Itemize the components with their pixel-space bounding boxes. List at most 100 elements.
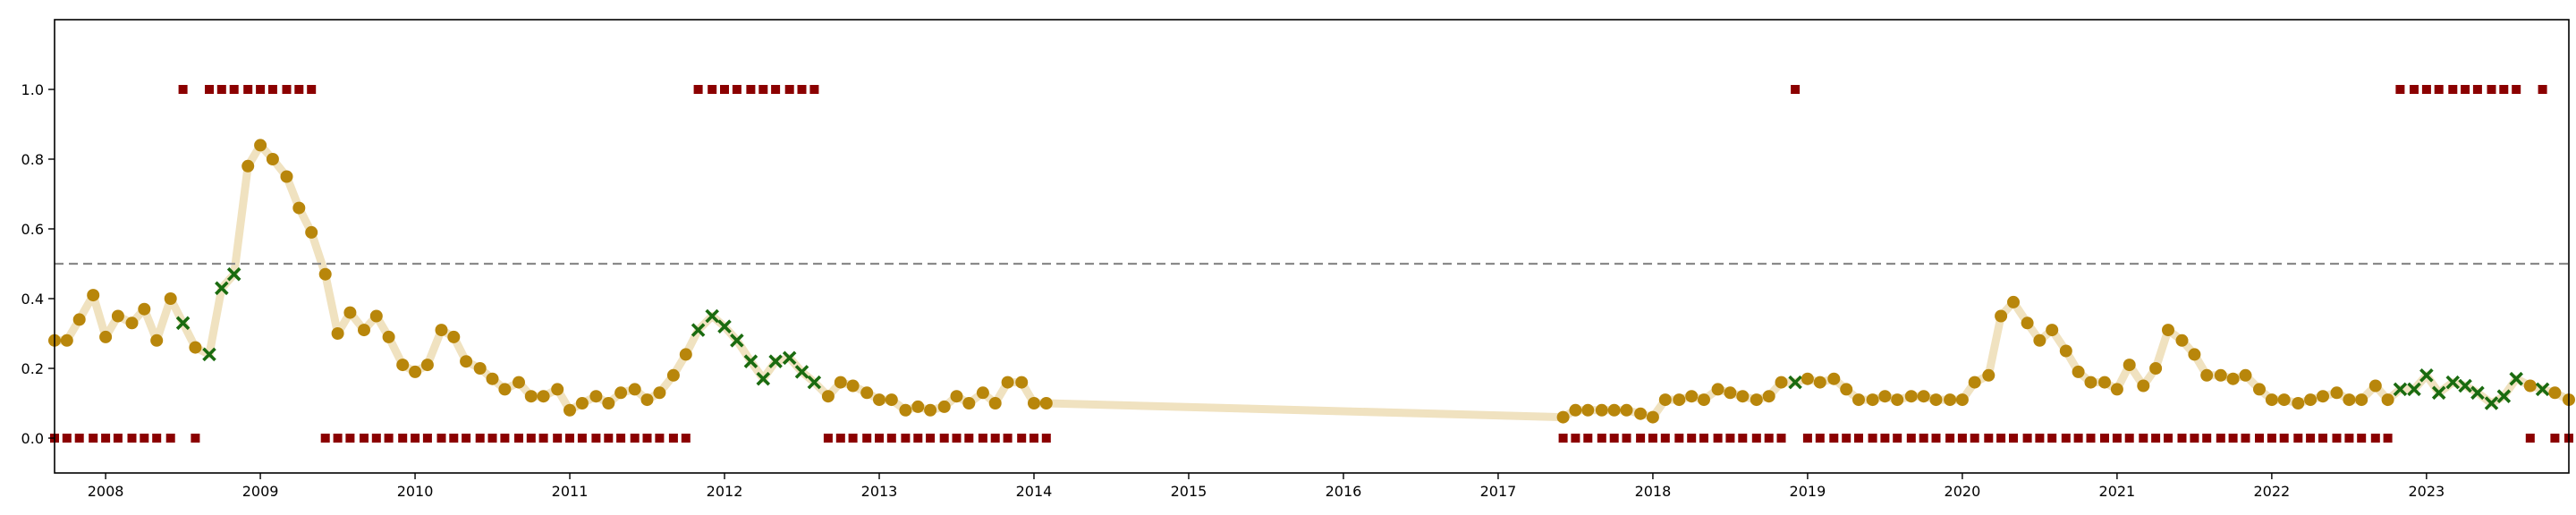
state-square xyxy=(475,434,485,443)
state-square xyxy=(2538,85,2547,94)
state-square xyxy=(2550,434,2560,443)
flag-cross-marker xyxy=(2470,385,2485,401)
probability-point xyxy=(1607,403,1621,417)
state-square xyxy=(875,434,884,443)
state-square xyxy=(964,434,974,443)
state-square xyxy=(538,434,548,443)
probability-point xyxy=(2317,390,2329,403)
state-square xyxy=(2216,434,2225,443)
flag-cross-marker xyxy=(794,365,809,379)
state-square xyxy=(333,434,343,443)
state-square xyxy=(62,434,72,443)
state-square xyxy=(2487,85,2496,94)
probability-point xyxy=(72,313,86,326)
probability-point xyxy=(2007,295,2020,308)
probability-point xyxy=(1866,393,1879,407)
probability-point xyxy=(821,390,835,403)
state-square xyxy=(411,434,420,443)
state-square xyxy=(1597,434,1606,443)
probability-point xyxy=(150,333,164,347)
state-square xyxy=(823,434,833,443)
probability-point xyxy=(1852,393,1865,407)
state-square xyxy=(2395,85,2405,94)
state-square xyxy=(2344,434,2354,443)
probability-point xyxy=(1982,368,1996,382)
probability-point xyxy=(1658,393,1672,407)
state-square xyxy=(127,434,137,443)
state-square xyxy=(1751,434,1761,443)
probability-point xyxy=(962,397,976,409)
probability-point xyxy=(911,400,925,413)
probability-point xyxy=(280,170,293,183)
state-square xyxy=(1622,434,1631,443)
probability-point xyxy=(1917,390,1930,403)
state-square xyxy=(1738,434,1748,443)
probability-point xyxy=(473,362,487,375)
state-square xyxy=(655,434,665,443)
probability-point xyxy=(2046,324,2059,337)
state-square xyxy=(1003,434,1013,443)
flag-cross-marker xyxy=(175,316,191,331)
state-square xyxy=(771,85,781,94)
flag-cross-marker xyxy=(2431,385,2446,401)
probability-point xyxy=(254,139,267,152)
state-square xyxy=(282,85,292,94)
flag-cross-marker xyxy=(2509,371,2523,386)
state-square xyxy=(2293,434,2303,443)
state-square xyxy=(1764,434,1774,443)
state-square xyxy=(939,434,949,443)
state-square xyxy=(2035,434,2045,443)
probability-point xyxy=(1698,393,1710,407)
flag-cross-marker xyxy=(743,354,758,368)
probability-point xyxy=(343,306,357,319)
probability-point xyxy=(266,153,279,165)
probability-point xyxy=(2548,386,2562,400)
x-tick-label: 2022 xyxy=(2254,483,2291,500)
probability-point xyxy=(125,317,139,330)
state-square xyxy=(1893,434,1902,443)
plot-area xyxy=(48,85,2575,443)
probability-point xyxy=(2381,393,2394,407)
state-square xyxy=(1970,434,1979,443)
state-square xyxy=(1957,434,1967,443)
flag-cross-marker xyxy=(807,375,822,390)
probability-point xyxy=(2200,368,2214,382)
state-square xyxy=(630,434,640,443)
state-square xyxy=(243,85,253,94)
x-tick-label: 2023 xyxy=(2408,483,2445,500)
probability-point xyxy=(460,355,473,368)
state-square xyxy=(2190,434,2199,443)
probability-point xyxy=(1646,410,1659,424)
probability-point xyxy=(1955,393,1969,407)
state-square xyxy=(1558,434,1568,443)
probability-point xyxy=(524,390,538,403)
state-square xyxy=(2124,434,2134,443)
probability-point xyxy=(2149,362,2163,375)
x-tick-label: 2009 xyxy=(242,483,279,500)
probability-point xyxy=(1891,393,1904,407)
state-square xyxy=(1017,434,1027,443)
state-square xyxy=(1919,434,1928,443)
probability-point xyxy=(1711,383,1724,396)
probability-point xyxy=(2226,372,2240,385)
state-square xyxy=(1984,434,1994,443)
probability-point xyxy=(435,324,448,337)
x-tick-label: 2021 xyxy=(2099,483,2136,500)
probability-point xyxy=(2277,393,2291,407)
state-square xyxy=(2525,434,2535,443)
state-square xyxy=(1648,434,1657,443)
probability-point xyxy=(2239,368,2252,382)
state-square xyxy=(1674,434,1684,443)
state-square xyxy=(1945,434,1955,443)
state-square xyxy=(2421,85,2431,94)
probability-point xyxy=(1569,403,1582,417)
probability-point xyxy=(537,390,550,403)
x-tick-label: 2019 xyxy=(1790,483,1826,500)
state-square xyxy=(720,85,729,94)
probability-point xyxy=(189,341,202,354)
probability-point xyxy=(2304,393,2318,407)
state-square xyxy=(2164,434,2173,443)
state-square xyxy=(2357,434,2367,443)
probability-point xyxy=(640,393,654,407)
